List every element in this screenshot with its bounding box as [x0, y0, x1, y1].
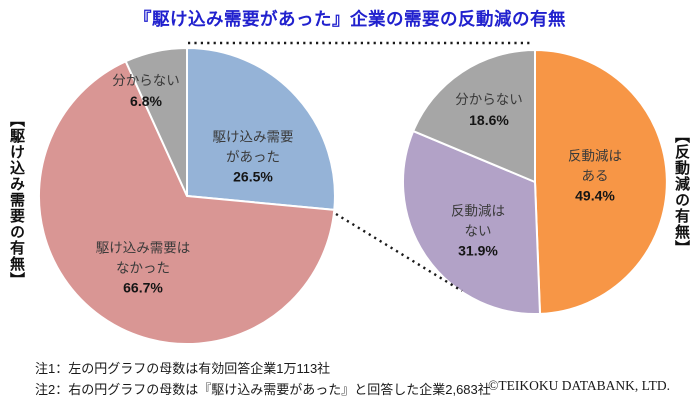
pie-slice	[37, 60, 336, 346]
footnote-2: 注2：右の円グラフの母数は『駆け込み需要があった』と回答した企業2,683社	[35, 382, 491, 397]
footnote-1: 注1：左の円グラフの母数は有効回答企業1万113社	[35, 361, 331, 376]
pie-slice	[412, 49, 536, 183]
chart-title: 『駆け込み需要があった』企業の需要の反動減の有無	[134, 9, 566, 29]
pie-slice	[402, 130, 541, 315]
pie-slice	[124, 47, 188, 197]
connector-dotted-line	[335, 212, 463, 293]
pie-slice	[186, 47, 336, 211]
copyright-text: ©TEIKOKU DATABANK, LTD.	[488, 378, 670, 393]
right-pie-side-label: 【反動減の有無】	[673, 128, 690, 256]
left-pie-side-label: 【駆け込み需要の有無】	[8, 112, 25, 288]
pie-slice	[534, 49, 668, 315]
